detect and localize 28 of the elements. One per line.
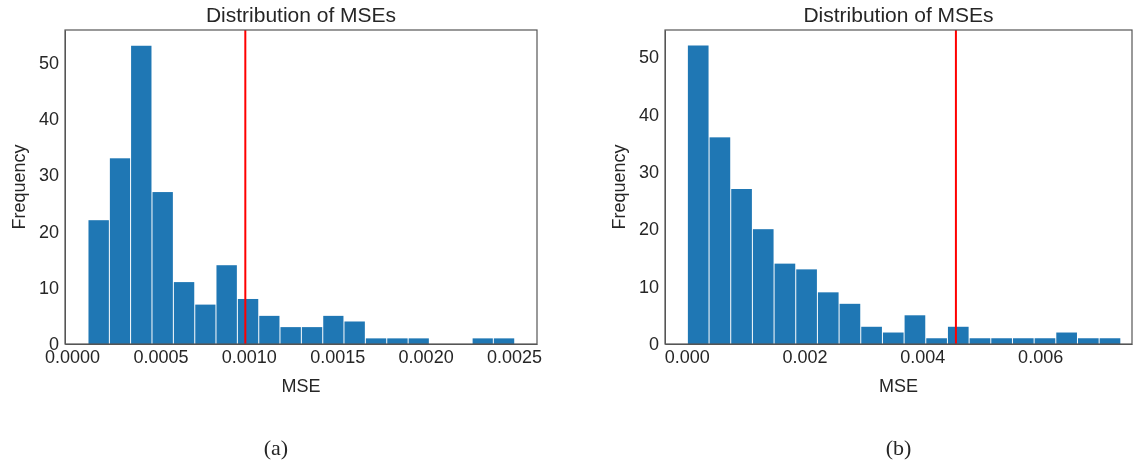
x-tick-label: 0.0020 [398,346,454,367]
y-tick-label: 40 [38,109,59,130]
x-tick-label: 0.0010 [221,346,277,367]
chart-title: Distribution of MSEs [803,3,994,26]
x-axis-title: MSE [878,376,919,396]
y-tick-label: 20 [638,219,659,240]
x-tick-label: 0.006 [1018,346,1064,367]
y-tick-label: 30 [38,165,59,186]
chart-title: Distribution of MSEs [205,3,397,26]
x-axis-title: MSE [281,376,321,396]
y-axis-title: Frequency [9,144,29,230]
y-tick-label: 50 [638,47,659,68]
x-tick-label: 0.004 [900,346,946,367]
y-tick-label: 0 [648,334,659,355]
y-tick-label: 30 [638,162,659,183]
y-tick-label: 50 [38,52,59,73]
text: (a) [263,435,289,460]
y-tick-label: 10 [638,276,659,297]
x-tick-label: 0.0025 [486,346,543,367]
y-tick-label: 40 [638,104,659,125]
x-tick-label: 0.0005 [133,346,189,367]
x-tick-label: 0.0015 [310,346,366,367]
y-tick-label: 10 [38,277,59,298]
y-axis-title: Frequency [609,144,629,230]
x-tick-label: 0.000 [664,346,710,367]
text: (b) [885,435,912,460]
y-tick-label: 20 [38,221,59,242]
x-tick-label: 0.002 [782,346,828,367]
